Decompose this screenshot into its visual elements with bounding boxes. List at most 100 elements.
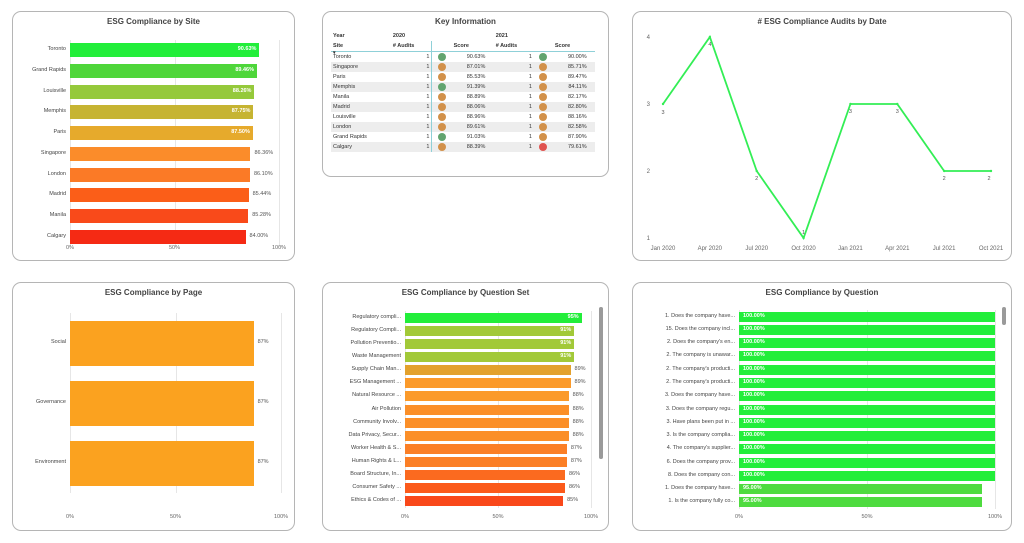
header-2020: 2020: [392, 33, 406, 39]
qset_chart-bar[interactable]: [405, 470, 565, 481]
qset_chart-bar[interactable]: [405, 325, 575, 336]
qset_chart-bar[interactable]: [405, 365, 571, 376]
question_chart-bar[interactable]: [739, 444, 995, 455]
site_chart-bar[interactable]: [70, 84, 255, 99]
audits-chart-card[interactable]: # ESG Compliance Audits by Date 1 2 3 4 Jan …: [632, 11, 1012, 261]
table-row[interactable]: Madrid 1 88.06% 1 82.80%: [331, 102, 595, 112]
table-row[interactable]: Paris 1 85.53% 1 89.47%: [331, 72, 595, 82]
site_chart-tick-label: 100%: [271, 245, 287, 251]
question_chart-tick-label: 0%: [735, 514, 743, 520]
qset_chart-bar[interactable]: [405, 338, 575, 349]
score-2021-indicator: [534, 72, 553, 82]
question_chart-bar[interactable]: [739, 457, 995, 468]
qset_chart-category-label: Human Rights & L...: [351, 458, 401, 465]
score-2020-indicator: [432, 92, 452, 102]
data-point: [708, 35, 712, 39]
site_chart-bar[interactable]: [70, 43, 260, 58]
score-2021-cell: 85.71%: [567, 64, 587, 70]
score-2021-indicator: [534, 62, 553, 72]
qset_chart-bar[interactable]: [405, 312, 582, 323]
table-row[interactable]: Manila 1 88.89% 1 82.17%: [331, 92, 595, 102]
question_chart-bar[interactable]: [739, 338, 995, 349]
question_chart-tick-label: 50%: [861, 514, 873, 520]
question_chart-bar[interactable]: [739, 324, 995, 335]
page-chart-card[interactable]: ESG Compliance by Page 0% 50% 100% Social 87…: [12, 282, 295, 531]
qset_chart-bar[interactable]: [405, 417, 569, 428]
x-tick-label: Jul 2021: [933, 246, 956, 252]
question_chart-bar[interactable]: [739, 404, 995, 415]
question_chart-category-label: 3. Does the company regu...: [665, 405, 735, 412]
site_chart-bar[interactable]: [70, 146, 251, 161]
question_chart-category-label: 6. Does the company prov...: [666, 458, 735, 465]
question_chart-bar[interactable]: [739, 470, 995, 481]
status-dot-icon: [539, 73, 548, 81]
score-2021-indicator: [534, 132, 553, 142]
question_chart-bar[interactable]: [739, 417, 995, 428]
site_chart-category-label: Louisville: [43, 87, 66, 94]
site_chart-data-label: 86.10%: [253, 170, 273, 177]
qset_chart-bar[interactable]: [405, 351, 575, 362]
question_chart-bar[interactable]: [739, 351, 995, 362]
site_chart-bar[interactable]: [70, 188, 249, 203]
status-dot-icon: [539, 123, 548, 131]
data-label: 3: [661, 110, 664, 116]
qset_chart-bar[interactable]: [405, 443, 567, 454]
qset_chart-bar[interactable]: [405, 457, 567, 468]
site_chart-bar[interactable]: [70, 208, 249, 223]
qset_chart-bar[interactable]: [405, 430, 569, 441]
table-row[interactable]: Calgary 1 88.39% 1 79.61%: [331, 142, 595, 152]
site_chart-bar[interactable]: [70, 126, 253, 141]
site_chart-gridline: [279, 40, 280, 247]
site-chart-card[interactable]: ESG Compliance by Site 0% 50% 100% Toronto 9…: [12, 11, 295, 261]
table-row[interactable]: Singapore 1 87.01% 1 85.71%: [331, 62, 595, 72]
page_chart-data-label: 87%: [257, 339, 269, 345]
question_chart-bar[interactable]: [739, 431, 995, 442]
header-audits-2020: # Audits: [390, 41, 433, 52]
qset_chart-bar[interactable]: [405, 391, 569, 402]
data-label: 2: [943, 176, 946, 182]
score-2020-cell: 85.53%: [466, 74, 486, 80]
score-2020-indicator: [432, 122, 452, 132]
question-chart-card[interactable]: ESG Compliance by Question 0% 50% 100% 1. D…: [632, 282, 1012, 531]
qset_chart-category-label: Pollution Preventio...: [350, 339, 401, 346]
site_chart-bar[interactable]: [70, 229, 246, 244]
table-row[interactable]: Louisville 1 88.96% 1 88.16%: [331, 112, 595, 122]
page_chart-bar[interactable]: [70, 380, 254, 426]
qset_chart-data-label: 88%: [572, 418, 584, 425]
question_chart-bar[interactable]: [739, 377, 995, 388]
site_chart-bar[interactable]: [70, 64, 257, 79]
qset_chart-bar[interactable]: [405, 378, 571, 389]
question_chart-data-label: 100.00%: [743, 405, 765, 412]
score-2020-cell: 88.96%: [466, 114, 486, 120]
site-cell: Calgary: [333, 144, 352, 150]
question-scrollbar-thumb[interactable]: [1002, 307, 1006, 325]
data-label: 2: [755, 176, 758, 182]
question_chart-category-label: 8. Does the company con...: [668, 471, 735, 478]
question_chart-bar[interactable]: [739, 484, 983, 495]
question_chart-bar[interactable]: [739, 391, 995, 402]
qset_chart-bar[interactable]: [405, 496, 564, 507]
key-info-card[interactable]: Key Information Year 2020 2021 Site ▾ # A…: [322, 11, 609, 177]
site_chart-bar[interactable]: [70, 105, 254, 120]
question_chart-bar[interactable]: [739, 364, 995, 375]
table-row[interactable]: London 1 89.61% 1 82.58%: [331, 122, 595, 132]
header-site-sort[interactable]: Site ▾: [331, 41, 391, 56]
site_chart-bar[interactable]: [70, 167, 250, 182]
site_chart-gridline: [174, 40, 176, 247]
qset_chart-category-label: Regulatory compli...: [352, 313, 401, 320]
qset-chart-card[interactable]: ESG Compliance by Question Set 0% 50% 100%…: [322, 282, 609, 531]
site-chart-plot: 0% 50% 100% Toronto 90.63% Grand Rapids 89.46%…: [13, 12, 296, 262]
question_chart-bar[interactable]: [739, 311, 995, 322]
qset_chart-bar[interactable]: [405, 404, 569, 415]
table-row[interactable]: Toronto 1 90.63% 1 90.00%: [331, 51, 595, 62]
qset-scrollbar-thumb[interactable]: [599, 307, 603, 459]
question_chart-bar[interactable]: [739, 497, 983, 508]
site-cell: London: [333, 124, 352, 130]
qset_chart-bar[interactable]: [405, 483, 565, 494]
table-row[interactable]: Grand Rapids 1 91.03% 1 87.90%: [331, 132, 595, 142]
table-row[interactable]: Memphis 1 91.39% 1 84.11%: [331, 82, 595, 92]
page_chart-bar[interactable]: [70, 440, 254, 486]
page_chart-bar[interactable]: [70, 320, 254, 366]
question_chart-data-label: 100.00%: [743, 445, 765, 452]
score-2021-indicator: [534, 122, 553, 132]
